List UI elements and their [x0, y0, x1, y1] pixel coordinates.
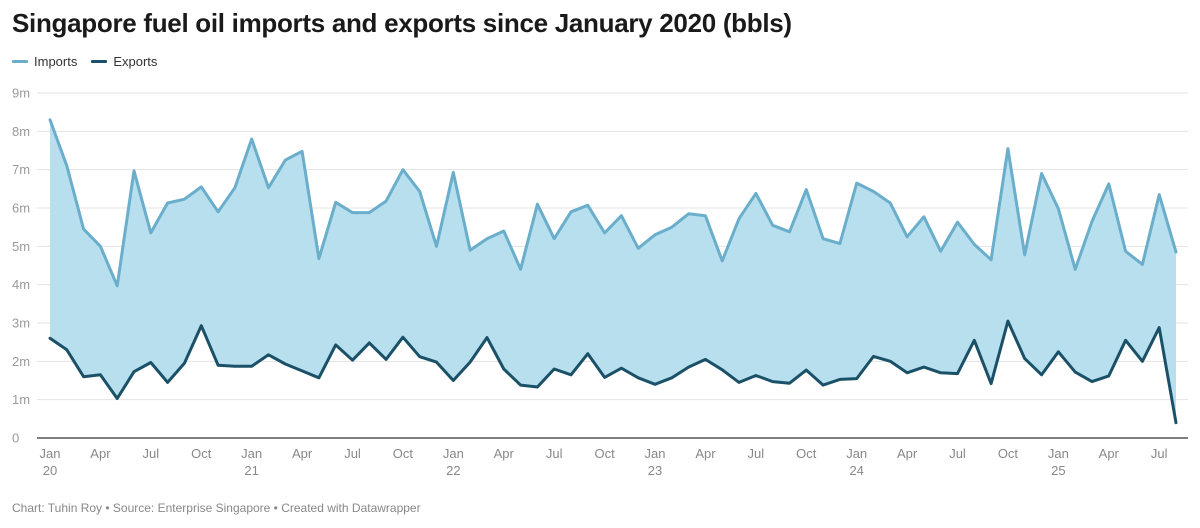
series-line-imports — [48, 118, 1178, 288]
x-tick-year-label: 22 — [446, 463, 460, 478]
x-tick-label: Jul — [1151, 446, 1168, 461]
legend-swatch-imports — [12, 60, 28, 63]
y-tick-label: 4m — [12, 277, 30, 292]
x-tick-label: Apr — [695, 446, 716, 461]
x-tick-year-label: 25 — [1051, 463, 1065, 478]
x-tick-year-label: 21 — [244, 463, 258, 478]
x-tick-year-label: 20 — [43, 463, 57, 478]
x-tick-label: Jan — [645, 446, 666, 461]
x-tick-label: Jul — [344, 446, 361, 461]
legend: Imports Exports — [12, 54, 157, 69]
series-line-exports — [48, 319, 1178, 425]
x-tick-label: Oct — [393, 446, 414, 461]
legend-label-imports: Imports — [34, 54, 78, 69]
y-tick-label: 1m — [12, 392, 30, 407]
x-tick-label: Jul — [143, 446, 160, 461]
legend-label-exports: Exports — [113, 54, 158, 69]
legend-item-exports[interactable]: Exports — [91, 54, 157, 69]
y-tick-label: 8m — [12, 124, 30, 139]
chart-footer: Chart: Tuhin Roy • Source: Enterprise Si… — [12, 501, 421, 515]
area-fill-layer — [50, 119, 1176, 423]
x-tick-label: Oct — [796, 446, 817, 461]
x-tick-label: Jan — [846, 446, 867, 461]
x-tick-label: Apr — [90, 446, 111, 461]
x-tick-label: Oct — [594, 446, 615, 461]
y-tick-label: 7m — [12, 162, 30, 177]
y-tick-label: 0 — [12, 431, 19, 446]
y-tick-label: 3m — [12, 316, 30, 331]
x-tick-label: Jul — [546, 446, 563, 461]
series-lines — [48, 118, 1178, 425]
x-tick-label: Jan — [241, 446, 262, 461]
legend-swatch-exports — [91, 60, 108, 63]
x-tick-label: Jul — [949, 446, 966, 461]
x-tick-label: Apr — [292, 446, 313, 461]
y-tick-label: 2m — [12, 354, 30, 369]
axes: 0 1m 2m 3m 4m 5m 6m 7m 8m 9m Jan 20 Apr Jul Oct Jan 21 Ap… — [12, 86, 1188, 478]
imports-exports-band — [50, 119, 1176, 423]
y-tick-label: 5m — [12, 239, 30, 254]
x-tick-year-label: 24 — [849, 463, 863, 478]
x-tick-label: Apr — [494, 446, 515, 461]
x-tick-label: Jul — [748, 446, 765, 461]
y-tick-label: 9m — [12, 86, 30, 101]
legend-item-imports[interactable]: Imports — [12, 54, 77, 69]
chart-title: Singapore fuel oil imports and exports s… — [12, 8, 792, 38]
x-tick-label: Jan — [40, 446, 61, 461]
x-tick-year-label: 23 — [648, 463, 662, 478]
y-tick-label: 6m — [12, 201, 30, 216]
x-tick-label: Apr — [897, 446, 918, 461]
x-tick-label: Oct — [191, 446, 212, 461]
x-tick-label: Oct — [998, 446, 1019, 461]
x-tick-label: Jan — [1048, 446, 1069, 461]
x-tick-label: Apr — [1099, 446, 1120, 461]
x-tick-label: Jan — [443, 446, 464, 461]
